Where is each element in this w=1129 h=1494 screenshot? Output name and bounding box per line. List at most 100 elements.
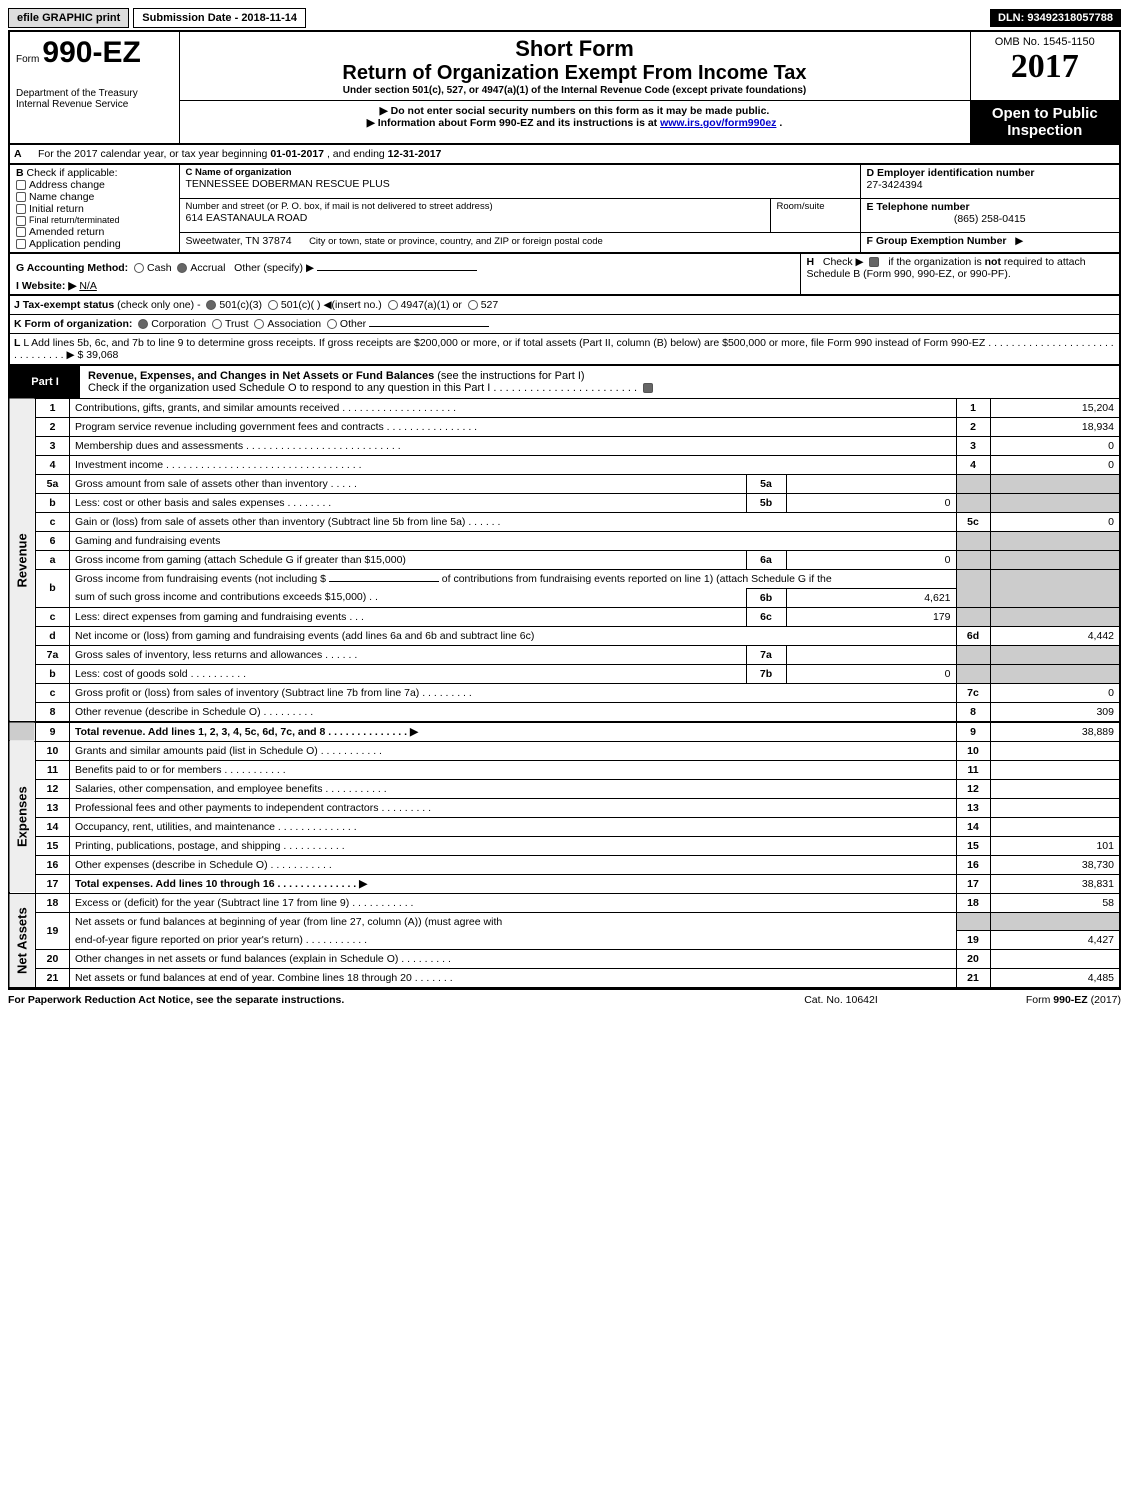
ein: 27-3424394 bbox=[867, 179, 1114, 191]
return-subtitle: Under section 501(c), 527, or 4947(a)(1)… bbox=[186, 85, 964, 96]
l6a-iv: 0 bbox=[786, 550, 956, 569]
l8-m: 8 bbox=[956, 702, 990, 722]
k-opt-0: Corporation bbox=[151, 318, 206, 330]
l20-t: Other changes in net assets or fund bala… bbox=[70, 950, 957, 969]
b-label: Check if applicable: bbox=[27, 167, 118, 179]
rb-4947[interactable] bbox=[388, 300, 398, 310]
street-address: 614 EASTANAULA ROAD bbox=[186, 212, 764, 224]
cb-final-return[interactable] bbox=[16, 216, 26, 226]
cb-address-change[interactable] bbox=[16, 180, 26, 190]
l5c-n: c bbox=[36, 512, 70, 531]
rb-501c[interactable] bbox=[268, 300, 278, 310]
room-label: Room/suite bbox=[777, 201, 854, 212]
l20-v bbox=[990, 950, 1120, 969]
l5b-n: b bbox=[36, 493, 70, 512]
cat-no: Cat. No. 10642I bbox=[741, 994, 941, 1006]
l8-n: 8 bbox=[36, 702, 70, 722]
l6b-t2: sum of such gross income and contributio… bbox=[70, 588, 747, 607]
part1-check-line: Check if the organization used Schedule … bbox=[88, 382, 637, 394]
l11-m: 11 bbox=[956, 760, 990, 779]
l6-t: Gaming and fundraising events bbox=[70, 531, 957, 550]
l17-n: 17 bbox=[36, 874, 70, 893]
l9-v: 38,889 bbox=[990, 722, 1120, 742]
org-name: TENNESSEE DOBERMAN RESCUE PLUS bbox=[186, 178, 854, 190]
l18-v: 58 bbox=[990, 893, 1120, 912]
j-opt-2: 4947(a)(1) or bbox=[401, 299, 462, 311]
l7c-v: 0 bbox=[990, 683, 1120, 702]
rb-other[interactable] bbox=[327, 319, 337, 329]
rb-accrual[interactable] bbox=[177, 263, 187, 273]
l16-t: Other expenses (describe in Schedule O) … bbox=[70, 855, 957, 874]
cb-app-pending[interactable] bbox=[16, 239, 26, 249]
e-label: E Telephone number bbox=[867, 201, 1114, 213]
line-a: A For the 2017 calendar year, or tax yea… bbox=[8, 145, 1121, 164]
form-number: 990-EZ bbox=[42, 36, 140, 69]
rb-501c3[interactable] bbox=[206, 300, 216, 310]
l5b-in: 5b bbox=[746, 493, 786, 512]
website: N/A bbox=[79, 280, 97, 292]
dln: DLN: 93492318057788 bbox=[990, 9, 1121, 27]
l19-t: Net assets or fund balances at beginning… bbox=[70, 912, 957, 931]
f-arrow: ▶ bbox=[1015, 235, 1023, 247]
l3-n: 3 bbox=[36, 436, 70, 455]
rb-assoc[interactable] bbox=[254, 319, 264, 329]
b-opt-2: Initial return bbox=[29, 203, 84, 215]
omb-number: OMB No. 1545-1150 bbox=[977, 36, 1114, 48]
cb-part1-scho[interactable] bbox=[643, 383, 653, 393]
l12-t: Salaries, other compensation, and employ… bbox=[70, 779, 957, 798]
rb-cash[interactable] bbox=[134, 263, 144, 273]
l20-n: 20 bbox=[36, 950, 70, 969]
tax-year-end: 12-31-2017 bbox=[388, 148, 442, 160]
g-label: G Accounting Method: bbox=[16, 262, 128, 274]
l14-t: Occupancy, rent, utilities, and maintena… bbox=[70, 817, 957, 836]
l13-n: 13 bbox=[36, 798, 70, 817]
cb-name-change[interactable] bbox=[16, 192, 26, 202]
l4-v: 0 bbox=[990, 455, 1120, 474]
l6d-v: 4,442 bbox=[990, 626, 1120, 645]
irs-link[interactable]: www.irs.gov/form990ez bbox=[660, 117, 776, 129]
l6d-t: Net income or (loss) from gaming and fun… bbox=[70, 626, 957, 645]
l6c-iv: 179 bbox=[786, 607, 956, 626]
rb-527[interactable] bbox=[468, 300, 478, 310]
l5c-m: 5c bbox=[956, 512, 990, 531]
l21-n: 21 bbox=[36, 969, 70, 989]
l17-t: Total expenses. Add lines 10 through 16 … bbox=[70, 874, 957, 893]
info-text-post: . bbox=[779, 117, 782, 129]
j-opt-0: 501(c)(3) bbox=[219, 299, 262, 311]
l10-m: 10 bbox=[956, 741, 990, 760]
l6a-t: Gross income from gaming (attach Schedul… bbox=[70, 550, 747, 569]
l15-n: 15 bbox=[36, 836, 70, 855]
tax-year-begin: 01-01-2017 bbox=[270, 148, 324, 160]
h-check-pre: Check ▶ bbox=[823, 256, 864, 268]
side-revenue: Revenue bbox=[9, 398, 36, 722]
f-label: F Group Exemption Number bbox=[867, 235, 1007, 247]
line-l: L L Add lines 5b, 6c, and 7b to line 9 t… bbox=[8, 334, 1121, 366]
g-h-block: G Accounting Method: Cash Accrual Other … bbox=[8, 254, 1121, 296]
addr-label: Number and street (or P. O. box, if mail… bbox=[186, 201, 764, 212]
cb-initial-return[interactable] bbox=[16, 204, 26, 214]
l7a-t: Gross sales of inventory, less returns a… bbox=[70, 645, 747, 664]
j-label: J Tax-exempt status bbox=[14, 299, 114, 311]
cb-h[interactable] bbox=[869, 257, 879, 267]
c-label: C Name of organization bbox=[186, 167, 854, 178]
irs: Internal Revenue Service bbox=[16, 99, 173, 110]
efile-print-button[interactable]: efile GRAPHIC print bbox=[8, 8, 129, 28]
b-opt-5: Application pending bbox=[29, 238, 121, 250]
l-val: $ 39,068 bbox=[78, 349, 119, 361]
l12-m: 12 bbox=[956, 779, 990, 798]
line-j: J Tax-exempt status (check only one) - 5… bbox=[8, 296, 1121, 315]
rb-trust[interactable] bbox=[212, 319, 222, 329]
b-opt-1: Name change bbox=[29, 191, 94, 203]
financial-table: Revenue 1 Contributions, gifts, grants, … bbox=[8, 398, 1121, 990]
k-opt-3: Other bbox=[340, 318, 366, 330]
l7a-iv bbox=[786, 645, 956, 664]
l5a-t: Gross amount from sale of assets other t… bbox=[70, 474, 747, 493]
l1-v: 15,204 bbox=[990, 398, 1120, 417]
cb-amended[interactable] bbox=[16, 227, 26, 237]
l21-t: Net assets or fund balances at end of ye… bbox=[70, 969, 957, 989]
l18-n: 18 bbox=[36, 893, 70, 912]
telephone: (865) 258-0415 bbox=[867, 213, 1114, 225]
l7b-in: 7b bbox=[746, 664, 786, 683]
l19-m: 19 bbox=[956, 931, 990, 950]
rb-corp[interactable] bbox=[138, 319, 148, 329]
